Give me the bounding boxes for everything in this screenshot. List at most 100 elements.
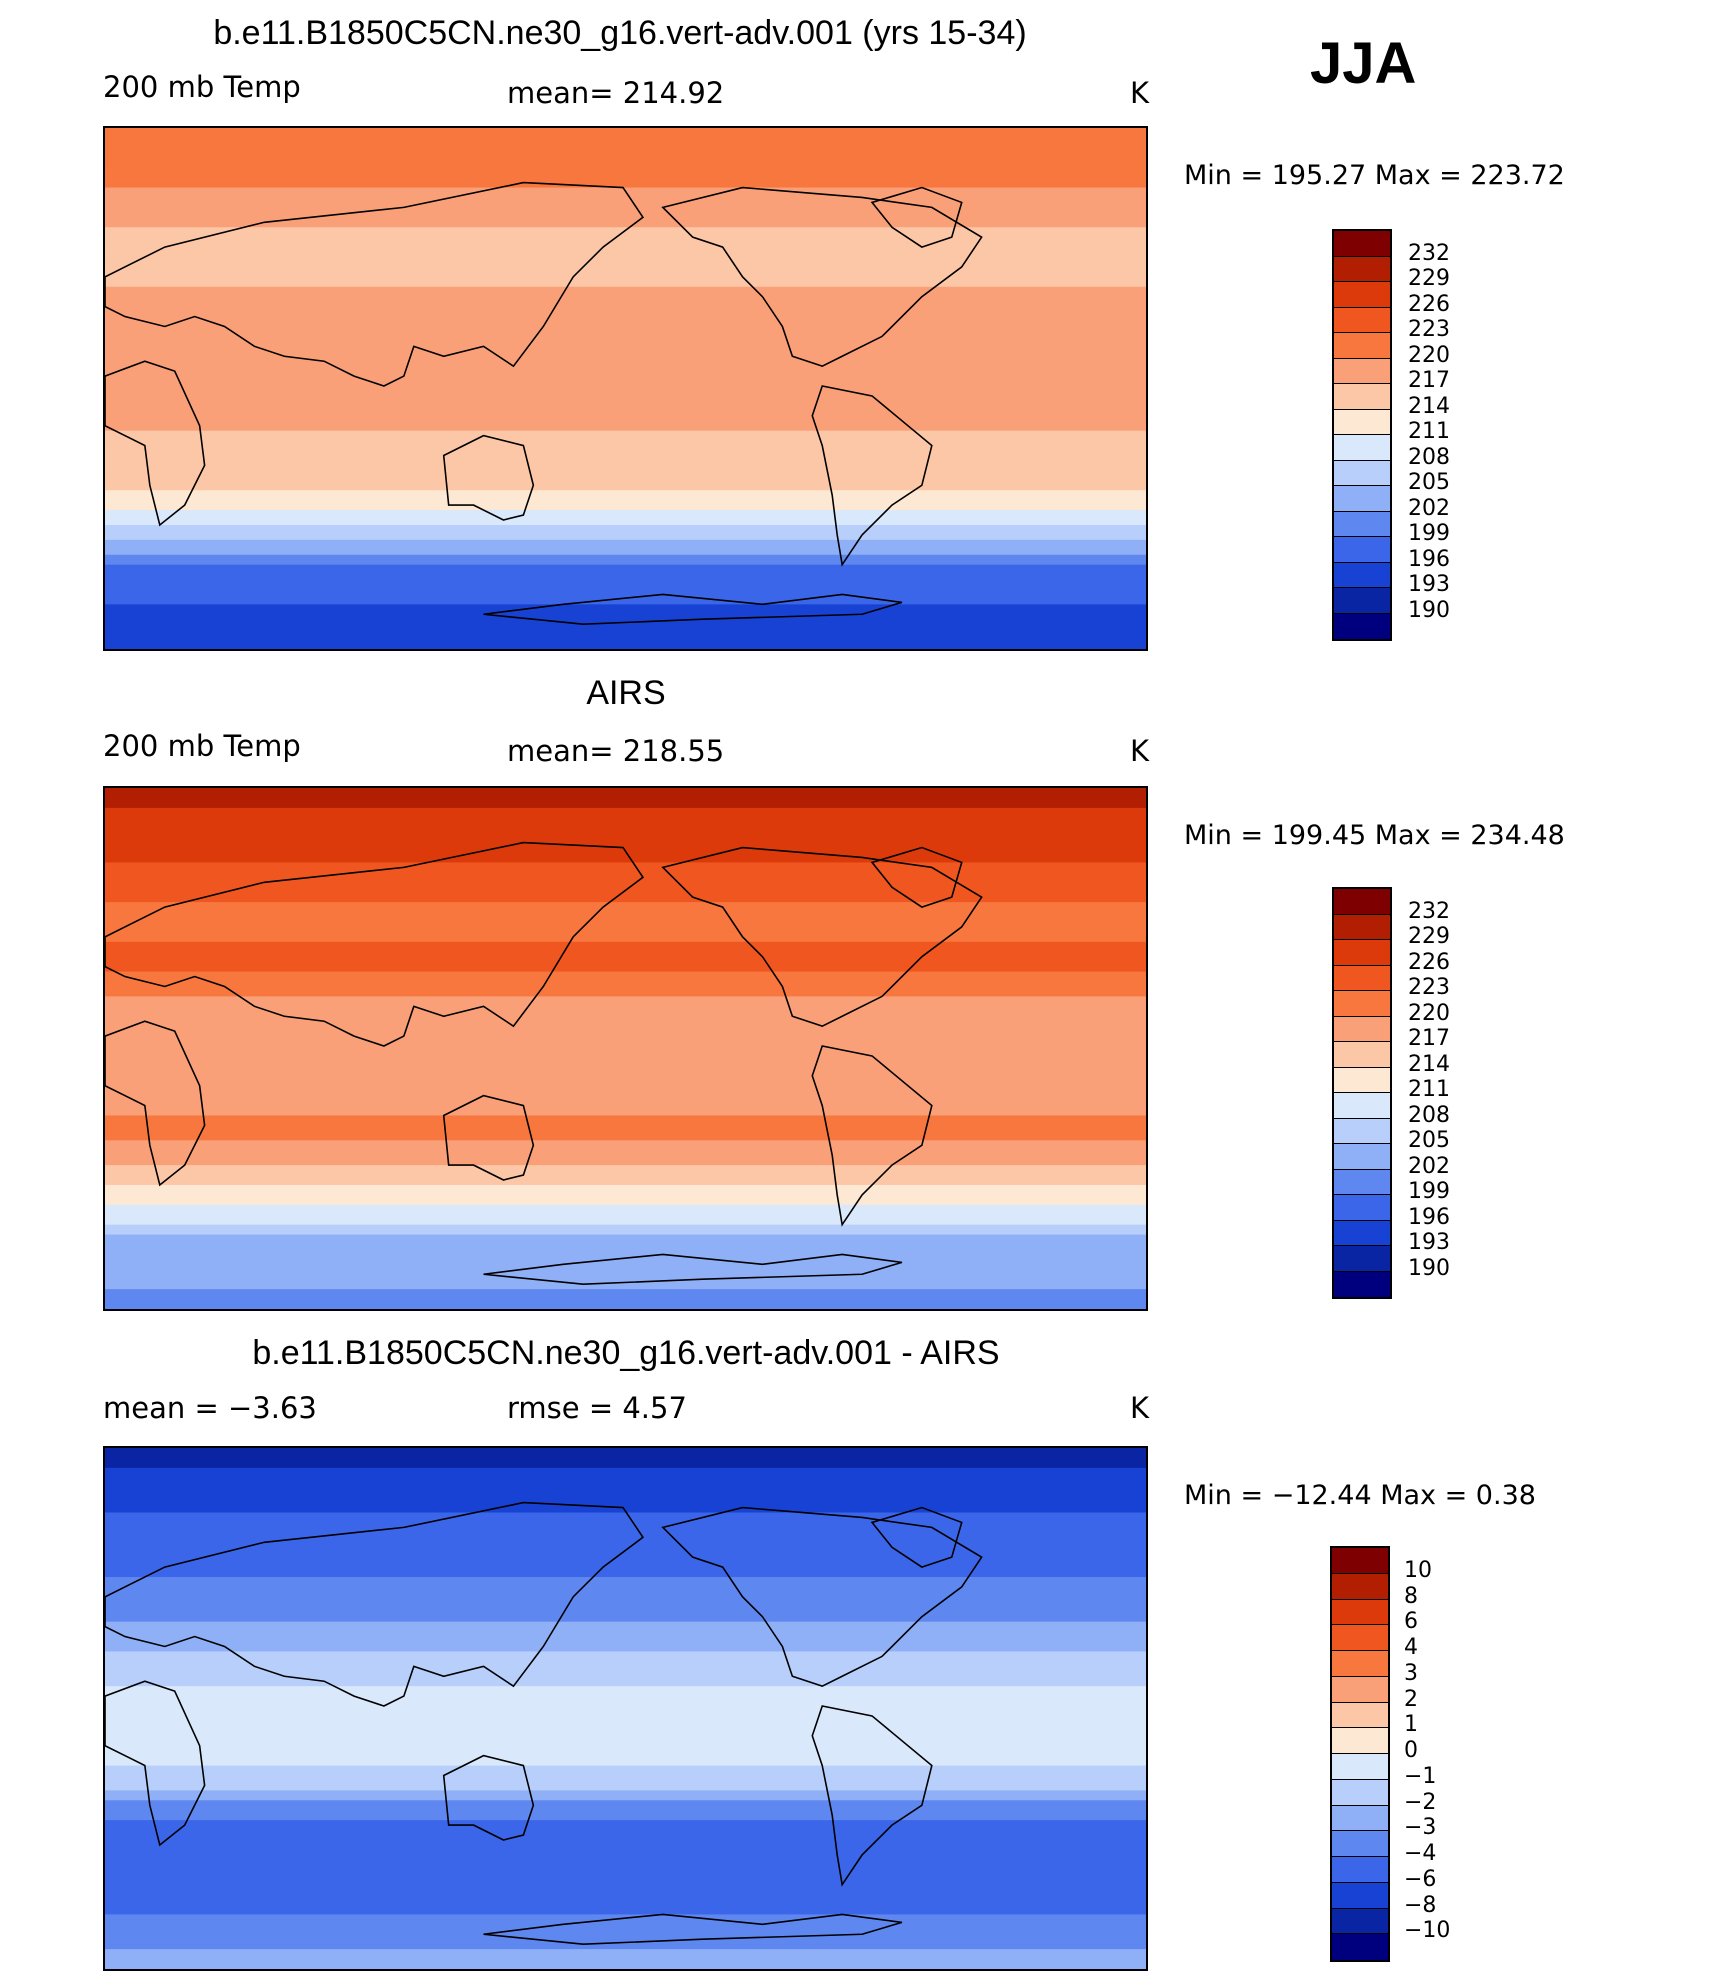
- panel1-colorbar: [1332, 229, 1392, 641]
- map-band: [105, 1170, 1146, 1176]
- colorbar-tick-label: 223: [1408, 317, 1450, 342]
- map-band: [105, 1611, 1146, 1618]
- map-band: [105, 1641, 1146, 1648]
- colorbar-tick-label: 0: [1404, 1738, 1418, 1763]
- colorbar-tick-label: 10: [1404, 1557, 1432, 1583]
- map-band: [105, 1472, 1146, 1479]
- map-band: [105, 1537, 1146, 1543]
- map-band: [105, 986, 1146, 993]
- map-band: [105, 430, 1146, 437]
- map-band: [105, 1616, 1146, 1623]
- map-band: [105, 1274, 1146, 1280]
- map-band: [105, 1591, 1146, 1598]
- colorbar-swatch: [1334, 435, 1390, 461]
- colorbar-tick-label: 193: [1408, 1230, 1450, 1255]
- map-band: [105, 222, 1146, 228]
- coastline: [483, 593, 903, 625]
- map-band: [105, 306, 1146, 313]
- map-band: [105, 291, 1146, 298]
- map-band: [105, 807, 1146, 814]
- map-band: [105, 1214, 1146, 1221]
- map-band: [105, 1681, 1146, 1687]
- map-band: [105, 197, 1146, 204]
- colorbar-swatch: [1334, 562, 1390, 588]
- map-band: [105, 1299, 1146, 1305]
- colorbar-tick-label: 202: [1408, 495, 1450, 521]
- colorbar-swatch: [1332, 1651, 1388, 1677]
- map-band: [105, 1800, 1146, 1806]
- map-band: [105, 564, 1146, 571]
- map-band: [105, 371, 1146, 377]
- map-band: [105, 589, 1146, 596]
- map-band: [105, 544, 1146, 551]
- map-band: [105, 991, 1146, 997]
- map-band: [105, 882, 1146, 888]
- map-band: [105, 1477, 1146, 1484]
- map-band: [105, 182, 1146, 189]
- colorbar-tick-label: 190: [1408, 1255, 1450, 1281]
- map-band: [105, 1239, 1146, 1246]
- colorbar-tick-label: 211: [1408, 1077, 1450, 1102]
- map-band: [105, 941, 1146, 948]
- map-band: [105, 172, 1146, 179]
- map-band: [105, 817, 1146, 824]
- panel3-title: b.e11.B1850C5CN.ne30_g16.vert-adv.001 - …: [252, 1334, 1000, 1372]
- map-band: [105, 281, 1146, 288]
- map-band: [105, 1194, 1146, 1201]
- colorbar-tick-label: −8: [1404, 1892, 1437, 1918]
- colorbar-swatch: [1334, 511, 1390, 537]
- colorbar-tick-label: 226: [1408, 291, 1450, 317]
- map-band: [105, 857, 1146, 864]
- map-band: [105, 832, 1146, 839]
- map-band: [105, 257, 1146, 263]
- map-band: [105, 1849, 1146, 1856]
- map-band: [105, 837, 1146, 844]
- map-band: [105, 594, 1146, 600]
- map-band: [105, 519, 1146, 526]
- map-band: [105, 1706, 1146, 1712]
- map-band: [105, 559, 1146, 566]
- map-band: [105, 207, 1146, 213]
- map-band: [105, 1105, 1146, 1112]
- map-band: [105, 529, 1146, 536]
- map-band: [105, 1676, 1146, 1682]
- panel2-mean-label: mean= 218.55: [507, 734, 725, 768]
- map-band: [105, 1954, 1146, 1960]
- map-band: [105, 1264, 1146, 1270]
- map-band: [105, 1661, 1146, 1667]
- map-band: [105, 599, 1146, 605]
- map-band: [105, 604, 1146, 610]
- map-band: [105, 902, 1146, 908]
- panel1-mean-label: mean= 214.92: [507, 76, 725, 110]
- coastline: [442, 1094, 535, 1181]
- panel2-left-label: 200 mb Temp: [103, 729, 301, 763]
- map-band: [105, 1304, 1146, 1309]
- map-band: [105, 1150, 1146, 1156]
- map-band: [105, 1125, 1146, 1131]
- colorbar-tick-label: 214: [1408, 1051, 1450, 1077]
- map-band: [105, 301, 1146, 308]
- map-band: [105, 1294, 1146, 1300]
- coastline: [870, 186, 963, 248]
- map-band: [105, 1934, 1146, 1940]
- colorbar-swatch: [1334, 1195, 1390, 1221]
- map-band: [105, 1165, 1146, 1171]
- map-band: [105, 1244, 1146, 1251]
- map-band: [105, 415, 1146, 422]
- map-band: [105, 981, 1146, 988]
- map-band: [105, 376, 1146, 382]
- map-band: [105, 1016, 1146, 1022]
- colorbar-swatch: [1334, 537, 1390, 563]
- colorbar-swatch: [1332, 1831, 1388, 1857]
- map-band: [105, 1517, 1146, 1524]
- panel3-coastlines: [105, 1501, 983, 1945]
- colorbar-swatch: [1334, 256, 1390, 282]
- map-band: [105, 1070, 1146, 1077]
- map-band: [105, 1512, 1146, 1519]
- map-band: [105, 1730, 1146, 1737]
- map-band: [105, 926, 1146, 933]
- map-band: [105, 1050, 1146, 1057]
- map-band: [105, 956, 1146, 963]
- coastline: [105, 360, 206, 527]
- panel3-bands: [105, 1448, 1146, 1969]
